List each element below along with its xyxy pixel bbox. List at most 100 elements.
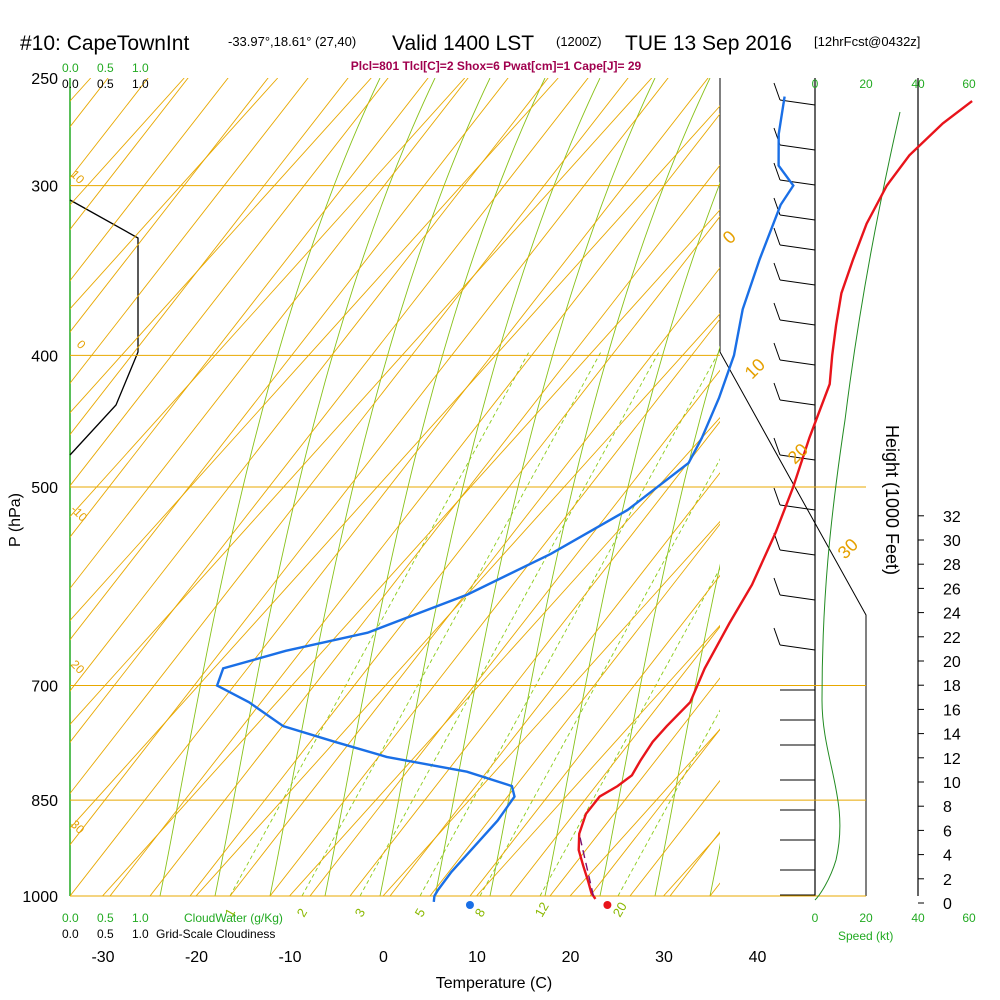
moist-adiabat [544,181,720,896]
wind-speed-line [814,111,901,901]
cloud-scale-bottom: 1.0 [132,911,149,925]
x-tick-label: 20 [562,949,580,966]
isotherm-line [851,78,1000,896]
mixing-ratio-line [359,349,661,896]
height-tick-label: 2 [943,872,952,889]
wind-barb [779,594,816,601]
moist-adiabat [214,78,436,896]
isotherm-label: 0 [74,337,89,352]
mixing-ratio-label: 2 [294,906,311,920]
mixing-ratio-label: 20 [610,899,630,919]
speed-tick-bottom: 40 [911,911,925,925]
cloud-scale-top: 0.5 [97,61,114,75]
isotherm-label: 30 [68,817,88,837]
wind-barb-flag [773,82,781,101]
isotherm-line [382,520,720,896]
mixing-ratio-line [301,349,603,896]
wind-barb [779,644,816,651]
dry-adiabat [109,113,720,896]
height-tick-label: 0 [943,896,952,913]
pressure-tick-label: 700 [31,679,58,696]
dry-adiabat [70,78,229,282]
mixing-ratio-line [229,349,531,896]
wind-barb [779,144,816,151]
dry-adiabat [70,78,389,487]
speed-tick-top: 40 [911,77,925,91]
x-tick-label: 40 [749,949,767,966]
cloud-scale-top: 1.0 [132,77,149,91]
wind-speed-profile [814,111,901,901]
plot-boundary [719,78,867,896]
dry-adiabat [70,78,469,590]
speed-tick-top: 60 [962,77,976,91]
height-tick-label: 24 [943,606,961,623]
isotherm-line [476,624,720,896]
mixing-ratio-label: 12 [532,899,552,919]
isobars [70,185,866,897]
dry-adiabat [750,0,1000,896]
pressure-tick-label: 850 [31,793,58,810]
cloudiness-label: Grid-Scale Cloudiness [156,927,275,941]
dry-adiabat [349,420,720,896]
dry-adiabat [70,78,429,538]
height-tick-label: 22 [943,630,961,647]
dry-adiabat [0,0,130,896]
station-coords: -33.97°,18.61° (27,40) [228,34,356,49]
cloud-scale-top: 1.0 [132,61,149,75]
isotherm-label: 20 [68,657,88,677]
height-tick-label: 12 [943,751,961,768]
dry-adiabat [549,677,720,896]
station-name: #10: CapeTownInt [20,32,189,55]
upper-outline [69,199,139,456]
y-axis-title: P (hPa) [7,493,24,547]
valid-time: Valid 1400 LST [392,32,534,55]
zulu-time: (1200Z) [556,34,602,49]
dry-adiabat [70,78,109,128]
cloud-scale-top: 0.0 [62,61,79,75]
dry-adiabat [830,0,1000,896]
speed-label: Speed (kt) [838,929,893,943]
dry-adiabat [70,78,189,231]
dewpoint-line [215,96,795,903]
valid-date: TUE 13 Sep 2016 [625,32,792,55]
x-tick-label: 10 [468,949,486,966]
moist-adiabat [654,563,720,896]
dry-adiabat [70,78,669,846]
wind-barb-flag [773,627,781,646]
mixing-ratio-line [479,458,720,896]
dry-adiabat [70,78,349,436]
wind-barb [779,454,816,461]
dry-adiabat [0,0,50,896]
height-tick-label: 8 [943,799,952,816]
wind-barb [779,319,816,326]
wind-barb [779,214,816,221]
isotherm-line [569,728,720,896]
isotherm-line [70,78,372,414]
height-tick-label: 16 [943,702,961,719]
surface-temperature-dot [603,901,612,909]
temperature-line [577,100,973,900]
moist-adiabat [434,78,656,896]
x-tick-label: 0 [379,949,388,966]
dry-adiabat [429,523,720,896]
moist-adiabat [159,78,381,896]
cloud-scale-top: 0.5 [97,77,114,91]
dry-adiabat [70,78,509,641]
cloud-scale-bottom: 0.5 [97,927,114,941]
dry-adiabat [0,0,210,896]
speed-tick-bottom: 0 [812,911,819,925]
dry-adiabat [149,164,720,896]
speed-tick-top: 20 [859,77,873,91]
height-tick-label: 26 [943,581,961,598]
height-tick-label: 18 [943,678,961,695]
forecast-info: [12hrFcst@0432z] [814,34,920,49]
cloud-scale-bottom: 0.0 [62,911,79,925]
wind-barb-flag [773,162,781,181]
wind-barb-flag [773,577,781,596]
pressure-tick-label: 250 [31,71,58,88]
dry-adiabat [70,78,269,333]
pressure-tick-label: 400 [31,348,58,365]
speed-tick-top: 0 [812,77,819,91]
